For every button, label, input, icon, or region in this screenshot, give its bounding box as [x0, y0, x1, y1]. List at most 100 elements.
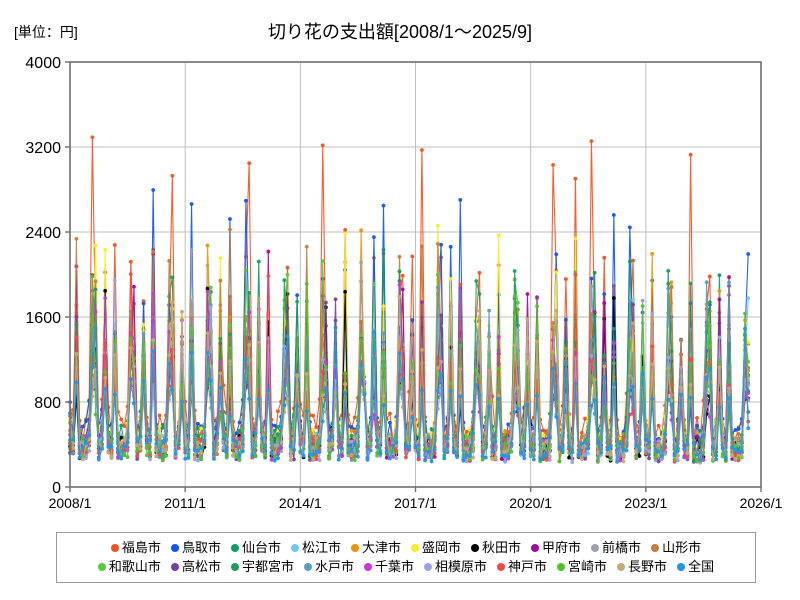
legend-item-鳥取市[interactable]: 鳥取市: [170, 541, 221, 554]
series-marker: [535, 295, 539, 300]
series-marker: [541, 453, 546, 458]
series-marker: [314, 449, 319, 454]
legend-item-全国[interactable]: 全国: [677, 560, 714, 573]
series-marker: [637, 448, 642, 453]
series-marker: [416, 454, 421, 458]
series-marker: [519, 450, 523, 455]
series-marker: [282, 278, 287, 283]
series-marker: [467, 454, 472, 459]
legend-item-千葉市[interactable]: 千葉市: [363, 560, 414, 573]
series-marker: [458, 282, 463, 287]
legend-label: 全国: [688, 559, 715, 574]
series-marker: [410, 369, 415, 374]
series-marker: [308, 455, 312, 460]
series-marker: [266, 388, 271, 393]
series-marker: [551, 366, 555, 371]
legend-item-水戸市[interactable]: 水戸市: [303, 559, 354, 574]
series-marker: [180, 399, 184, 404]
series-marker: [397, 269, 402, 274]
series-marker: [164, 454, 168, 459]
series-marker: [205, 286, 210, 291]
series-marker: [711, 457, 715, 462]
series-marker: [231, 453, 236, 458]
legend-label: 神戸市: [508, 559, 548, 574]
series-marker: [627, 225, 632, 230]
series-marker: [352, 458, 357, 463]
legend-item-宮崎市[interactable]: 宮崎市: [557, 560, 607, 573]
series-marker: [448, 244, 453, 249]
legend-item-和歌山市[interactable]: 和歌山市: [97, 560, 161, 573]
legend-item-盛岡市[interactable]: 盛岡市: [411, 541, 461, 554]
series-marker: [80, 457, 85, 462]
series-marker: [333, 350, 338, 355]
legend-item-山形市[interactable]: 山形市: [651, 541, 701, 554]
series-marker: [717, 361, 722, 365]
legend-label: 相模原市: [435, 559, 488, 574]
series-marker: [602, 364, 607, 369]
series-marker: [637, 454, 642, 458]
series-marker: [685, 454, 690, 459]
series-marker: [103, 248, 108, 252]
legend-item-相模原市[interactable]: 相模原市: [424, 560, 487, 573]
series-marker: [666, 355, 671, 360]
series-marker: [711, 446, 715, 451]
series-marker: [445, 436, 450, 441]
series-marker: [477, 270, 482, 275]
series-marker: [589, 139, 594, 144]
series-marker: [304, 371, 309, 376]
series-marker: [586, 451, 591, 456]
series-marker: [186, 456, 191, 460]
legend-item-仙台市[interactable]: 仙台市: [230, 541, 281, 554]
series-marker: [151, 188, 156, 192]
series-marker: [573, 236, 578, 241]
series-marker: [266, 274, 271, 278]
series-marker: [682, 454, 687, 458]
legend-item-甲府市[interactable]: 甲府市: [531, 541, 581, 554]
series-marker: [311, 427, 316, 432]
legend-item-宇都宮市[interactable]: 宇都宮市: [230, 560, 294, 573]
legend-item-高松市[interactable]: 高松市: [170, 560, 221, 573]
legend-item-長野市[interactable]: 長野市: [617, 560, 667, 573]
series-marker: [541, 428, 546, 433]
series-marker: [189, 350, 194, 355]
legend-label: 水戸市: [314, 559, 354, 574]
series-marker: [71, 451, 76, 455]
legend-item-大津市[interactable]: 大津市: [350, 541, 401, 554]
series-marker: [464, 429, 469, 434]
series-marker: [515, 406, 520, 411]
series-marker: [228, 323, 232, 328]
series-marker: [480, 457, 485, 462]
series-marker: [84, 419, 88, 424]
series-marker: [746, 252, 751, 256]
legend-item-神戸市[interactable]: 神戸市: [497, 560, 547, 573]
y-axis-tick-label: 2400: [25, 225, 61, 242]
series-marker: [128, 346, 133, 350]
legend-marker-icon: [350, 543, 359, 552]
legend-marker-icon: [411, 543, 419, 552]
series-marker: [650, 362, 655, 366]
series-marker: [349, 453, 354, 458]
series-marker: [340, 446, 344, 451]
series-marker: [314, 457, 319, 461]
series-marker: [567, 444, 571, 449]
x-axis-tick-label: 2023/1: [624, 495, 667, 511]
series-marker: [528, 447, 533, 452]
series-marker: [272, 458, 277, 463]
series-marker: [141, 342, 146, 347]
series-marker: [416, 457, 421, 462]
legend-item-前橋市[interactable]: 前橋市: [591, 541, 641, 554]
series-marker: [627, 340, 632, 345]
legend-item-秋田市[interactable]: 秋田市: [471, 541, 521, 554]
series-marker: [87, 433, 92, 438]
legend-item-福島市[interactable]: 福島市: [110, 541, 161, 554]
series-marker: [589, 338, 594, 342]
series-marker: [112, 278, 117, 283]
series-marker: [93, 309, 98, 314]
legend-item-松江市[interactable]: 松江市: [290, 541, 341, 554]
series-marker: [685, 442, 690, 447]
series-marker: [135, 453, 140, 458]
series-marker: [410, 323, 415, 328]
series-marker: [122, 444, 127, 449]
series-marker: [631, 384, 635, 389]
series-marker: [84, 435, 88, 439]
